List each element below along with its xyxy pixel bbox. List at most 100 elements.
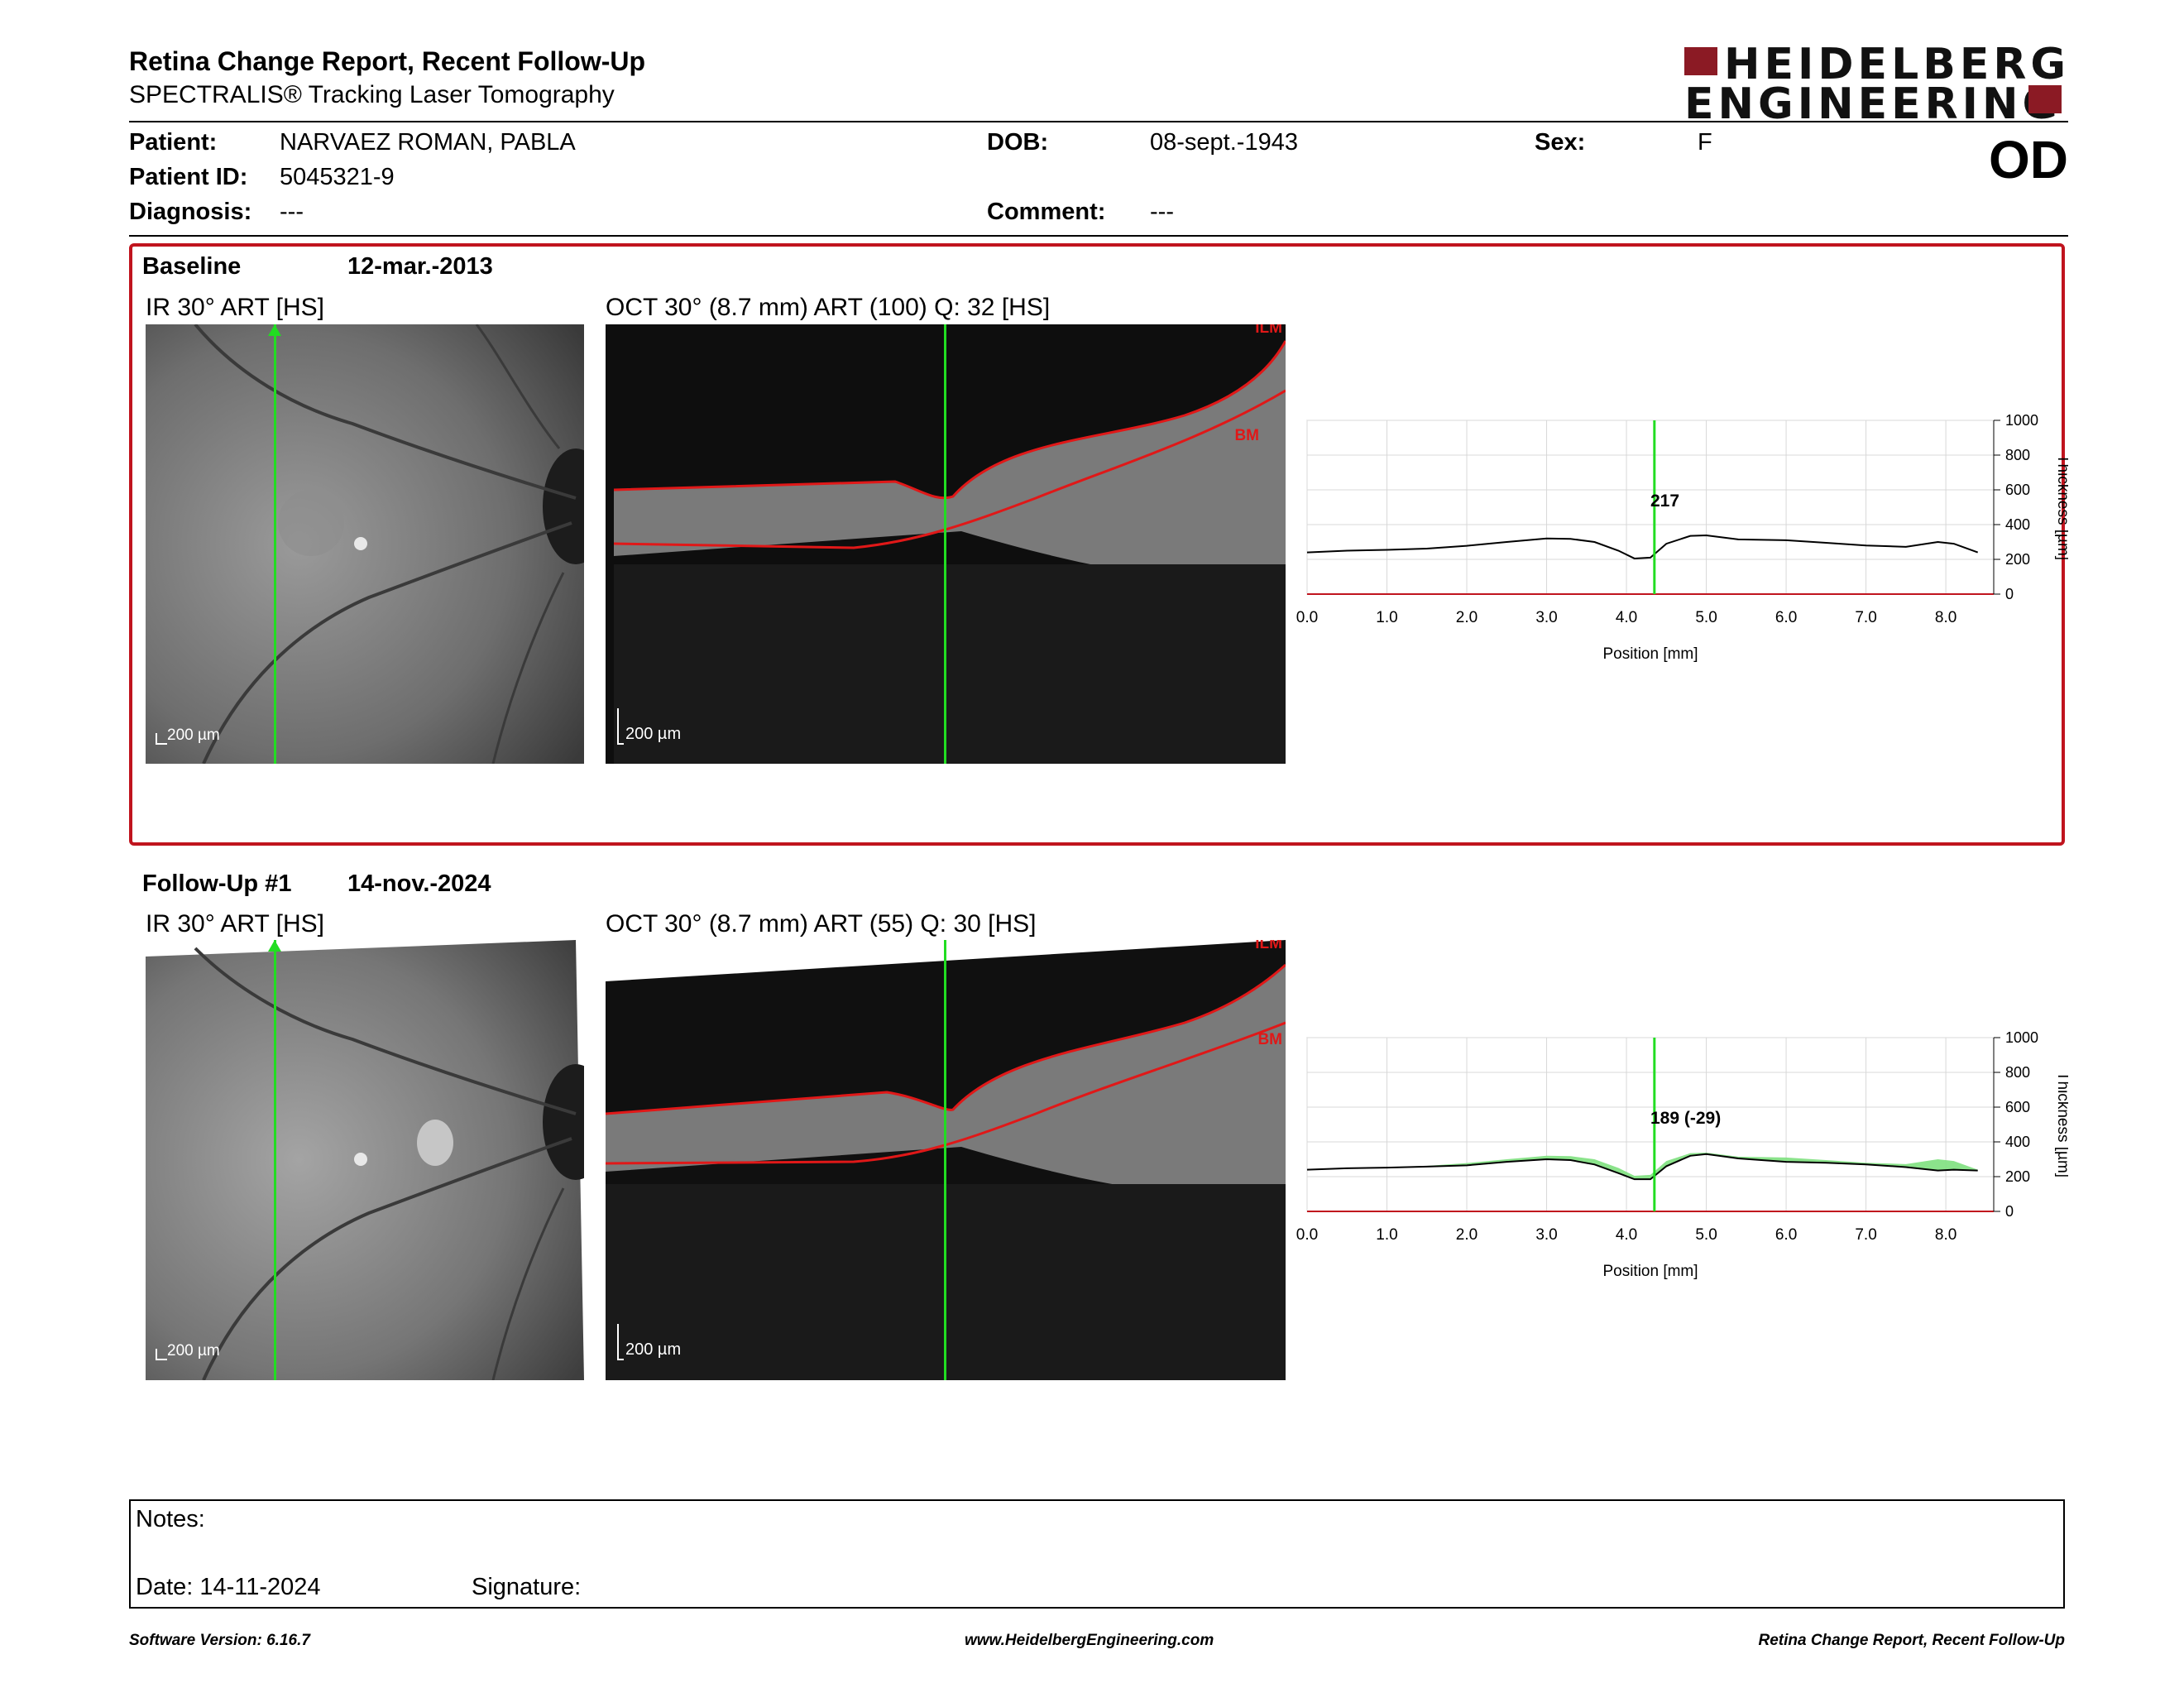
baseline-oct-scale xyxy=(617,708,624,745)
chart-x-tick-label: 6.0 xyxy=(1775,1226,1797,1244)
patient-id-label: Patient ID: xyxy=(129,164,248,190)
report-subtitle: SPECTRALIS® Tracking Laser Tomography xyxy=(129,81,615,108)
followup-ir-image: 200 µm xyxy=(146,940,584,1380)
followup-date: 14-nov.-2024 xyxy=(347,870,491,897)
chart-y-axis-title: Thickness [µm] xyxy=(2054,454,2068,560)
chart-x-tick-label: 3.0 xyxy=(1535,609,1557,626)
patient-rule xyxy=(129,235,2068,237)
report-title: Retina Change Report, Recent Follow-Up xyxy=(129,46,646,76)
followup-oct-caption: OCT 30° (8.7 mm) ART (55) Q: 30 [HS] xyxy=(606,910,1037,938)
notes-box xyxy=(129,1499,2065,1609)
chart-x-tick-label: 3.0 xyxy=(1535,1226,1557,1244)
header-rule xyxy=(129,121,2068,122)
baseline-marker-value: 217 xyxy=(1650,492,1680,511)
chart-y-tick-label: 1000 xyxy=(2005,412,2038,429)
chart-y-tick-label: 200 xyxy=(2005,551,2030,568)
arrow-up-icon xyxy=(268,324,281,336)
baseline-frame xyxy=(129,243,2065,846)
followup-label: Follow-Up #1 xyxy=(142,870,292,897)
chart-x-tick-label: 6.0 xyxy=(1775,609,1797,626)
chart-y-tick-label: 0 xyxy=(2005,586,2014,602)
logo-line-2: ENGINEERING xyxy=(1684,79,2062,129)
chart-x-axis-title: Position [mm] xyxy=(1602,645,1698,663)
dob-value: 08-sept.-1943 xyxy=(1150,129,1298,156)
footer-report-name: Retina Change Report, Recent Follow-Up xyxy=(1758,1632,2065,1649)
baseline-ir-scan-line xyxy=(274,324,276,764)
logo-line-1: HEIDELBERG xyxy=(1724,40,2071,89)
baseline-ilm-label: ILM xyxy=(1255,324,1282,337)
comment-value: --- xyxy=(1150,199,1174,225)
chart-x-tick-label: 8.0 xyxy=(1935,609,1956,626)
comment-label: Comment: xyxy=(987,199,1106,225)
sex-value: F xyxy=(1698,129,1712,156)
chart-y-tick-label: 600 xyxy=(2005,1099,2030,1115)
followup-oct-image: ILM BM 200 µm xyxy=(606,940,1286,1380)
baseline-thickness-chart-svg: 0.0 1.0 2.0 3.0 4.0 5.0 6.0 7.0 8.0 0 200 400 600 800… xyxy=(1296,412,2071,663)
footer-website[interactable]: www.HeidelbergEngineering.com xyxy=(965,1632,1214,1649)
footer-software-version: Software Version: 6.16.7 xyxy=(129,1632,310,1649)
logo-square-top xyxy=(1684,47,1717,75)
eye-indicator: OD xyxy=(1989,130,2068,189)
patient-label: Patient: xyxy=(129,129,218,156)
baseline-ir-scale-label: 200 µm xyxy=(167,727,220,744)
chart-x-tick-label: 2.0 xyxy=(1456,609,1478,626)
arrow-up-icon xyxy=(268,940,281,952)
diagnosis-label: Diagnosis: xyxy=(129,199,252,225)
chart-x-tick-label: 4.0 xyxy=(1616,1226,1637,1244)
chart-x-tick-label: 7.0 xyxy=(1855,609,1876,626)
chart-x-tick-label: 5.0 xyxy=(1695,609,1717,626)
baseline-ir-caption: IR 30° ART [HS] xyxy=(146,294,324,321)
sex-label: Sex: xyxy=(1535,129,1586,156)
followup-thickness-chart-svg: 0.0 1.0 2.0 3.0 4.0 5.0 6.0 7.0 8.0 0 200 400 600 800… xyxy=(1296,1029,2071,1280)
chart-y-axis-title: Thickness [µm] xyxy=(2054,1072,2068,1177)
diagnosis-value: --- xyxy=(280,199,304,225)
dob-label: DOB: xyxy=(987,129,1049,156)
chart-x-tick-label: 8.0 xyxy=(1935,1226,1956,1244)
chart-x-tick-label: 5.0 xyxy=(1695,1226,1717,1244)
chart-x-tick-label: 4.0 xyxy=(1616,609,1637,626)
logo-square-bottom xyxy=(2028,85,2062,113)
followup-ir-scan-line xyxy=(274,940,276,1380)
followup-ir-scale-label: 200 µm xyxy=(167,1342,220,1360)
chart-y-tick-label: 800 xyxy=(2005,1064,2030,1081)
followup-thickness-chart: 0.0 1.0 2.0 3.0 4.0 5.0 6.0 7.0 8.0 0 200 400 600 800… xyxy=(1291,1023,2071,1296)
baseline-ir-scale xyxy=(156,733,167,745)
notes-date: Date: 14-11-2024 xyxy=(136,1574,321,1600)
chart-difference-area xyxy=(1307,1153,1978,1180)
followup-ir-caption: IR 30° ART [HS] xyxy=(146,910,324,938)
signature-label: Signature: xyxy=(472,1574,582,1600)
baseline-oct-image: ILM BM 200 µm xyxy=(606,324,1286,764)
chart-y-tick-label: 0 xyxy=(2005,1203,2014,1220)
chart-x-tick-label: 1.0 xyxy=(1376,1226,1397,1244)
patient-id-value: 5045321-9 xyxy=(280,164,395,190)
baseline-oct-caption: OCT 30° (8.7 mm) ART (100) Q: 32 [HS] xyxy=(606,294,1051,321)
chart-y-tick-label: 400 xyxy=(2005,1134,2030,1150)
company-logo: HEIDELBERG ENGINEERING xyxy=(1684,43,2066,126)
chart-y-tick-label: 1000 xyxy=(2005,1029,2038,1046)
patient-name: NARVAEZ ROMAN, PABLA xyxy=(280,129,576,156)
chart-y-tick-label: 400 xyxy=(2005,516,2030,533)
baseline-oct-scale-label: 200 µm xyxy=(625,725,682,743)
followup-marker-value: 189 (-29) xyxy=(1650,1109,1722,1128)
notes-label: Notes: xyxy=(136,1506,205,1532)
followup-ilm-label: ILM xyxy=(1255,940,1282,952)
chart-x-tick-label: 0.0 xyxy=(1296,1226,1318,1244)
followup-ir-scale xyxy=(156,1349,167,1360)
baseline-date: 12-mar.-2013 xyxy=(347,253,493,280)
chart-x-tick-label: 1.0 xyxy=(1376,609,1397,626)
chart-y-tick-label: 200 xyxy=(2005,1168,2030,1185)
followup-oct-scale xyxy=(617,1324,624,1360)
followup-oct-scale-label: 200 µm xyxy=(625,1340,682,1359)
chart-y-tick-label: 800 xyxy=(2005,447,2030,463)
chart-x-tick-label: 2.0 xyxy=(1456,1226,1478,1244)
followup-oct-scan-line xyxy=(944,940,946,1380)
baseline-label: Baseline xyxy=(142,253,242,280)
chart-x-tick-label: 7.0 xyxy=(1855,1226,1876,1244)
followup-bm-label: BM xyxy=(1257,1031,1282,1048)
chart-y-tick-label: 600 xyxy=(2005,482,2030,498)
chart-x-tick-label: 0.0 xyxy=(1296,609,1318,626)
chart-x-axis-title: Position [mm] xyxy=(1602,1263,1698,1280)
baseline-ir-image: 200 µm xyxy=(146,324,584,764)
baseline-thickness-chart: 0.0 1.0 2.0 3.0 4.0 5.0 6.0 7.0 8.0 0 200 400 600 800… xyxy=(1291,405,2071,679)
baseline-oct-scan-line xyxy=(944,324,946,764)
